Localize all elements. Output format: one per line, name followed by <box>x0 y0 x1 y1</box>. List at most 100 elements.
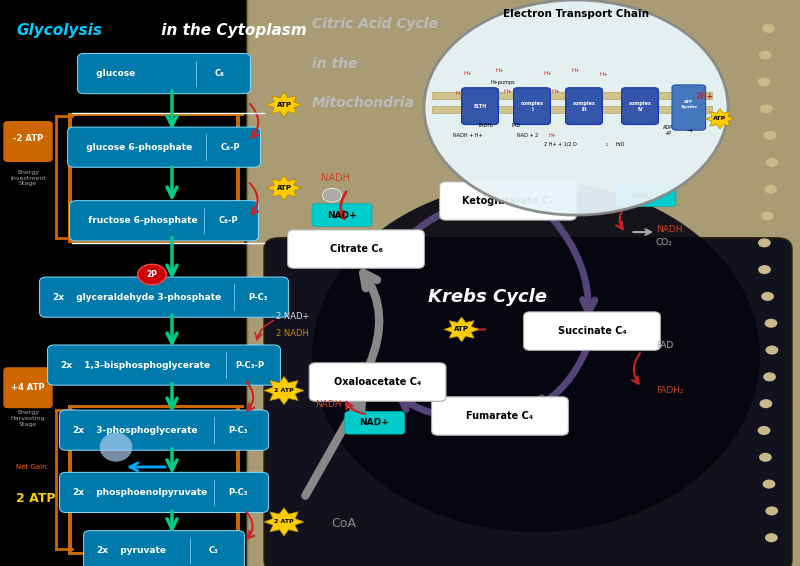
Text: C₆-P: C₆-P <box>220 143 240 152</box>
Circle shape <box>424 0 728 215</box>
FancyBboxPatch shape <box>432 397 568 435</box>
FancyBboxPatch shape <box>440 182 576 220</box>
Text: 2H+: 2H+ <box>695 92 713 101</box>
Text: pyruvate: pyruvate <box>114 546 166 555</box>
Text: H+: H+ <box>503 89 513 94</box>
FancyBboxPatch shape <box>68 405 244 408</box>
FancyBboxPatch shape <box>248 0 800 566</box>
Text: in the: in the <box>312 57 358 71</box>
FancyBboxPatch shape <box>462 88 498 125</box>
Text: fructose 6-phosphate: fructose 6-phosphate <box>82 216 198 225</box>
FancyBboxPatch shape <box>70 201 258 241</box>
FancyBboxPatch shape <box>68 113 244 116</box>
Text: ATP: ATP <box>454 327 469 332</box>
Text: Citric Acid Cycle: Citric Acid Cycle <box>312 17 438 31</box>
Polygon shape <box>264 376 304 405</box>
Text: 2 ATP: 2 ATP <box>16 492 55 505</box>
FancyBboxPatch shape <box>672 85 706 130</box>
Circle shape <box>759 399 772 408</box>
Circle shape <box>758 78 770 87</box>
Text: CoA: CoA <box>331 517 357 530</box>
Text: NADH + H+: NADH + H+ <box>453 134 483 138</box>
Circle shape <box>762 24 775 33</box>
Text: 2 ATP: 2 ATP <box>274 520 294 524</box>
Text: P-C₃-P: P-C₃-P <box>235 361 265 370</box>
FancyBboxPatch shape <box>236 405 240 555</box>
Text: 2x: 2x <box>53 293 64 302</box>
Text: 2 NADH: 2 NADH <box>276 329 309 338</box>
Text: CO₂: CO₂ <box>656 238 673 247</box>
Circle shape <box>763 131 776 140</box>
Text: 3-phosphoglycerate: 3-phosphoglycerate <box>90 426 198 435</box>
Text: 2x: 2x <box>96 546 108 555</box>
FancyBboxPatch shape <box>514 88 550 125</box>
Polygon shape <box>264 508 304 536</box>
Text: phosphoenolpyruvate: phosphoenolpyruvate <box>90 488 207 497</box>
Text: Oxaloacetate C₄: Oxaloacetate C₄ <box>334 377 422 387</box>
Text: Krebs Cycle: Krebs Cycle <box>429 288 547 306</box>
Circle shape <box>766 345 778 354</box>
FancyBboxPatch shape <box>432 92 712 99</box>
FancyBboxPatch shape <box>4 368 52 408</box>
FancyBboxPatch shape <box>236 113 240 243</box>
Polygon shape <box>266 175 302 200</box>
Text: 1,3-bisphosphoglycerate: 1,3-bisphosphoglycerate <box>78 361 210 370</box>
Text: complex
I: complex I <box>521 101 543 112</box>
Text: CO₂: CO₂ <box>528 147 552 159</box>
Text: 2x: 2x <box>60 361 72 370</box>
FancyBboxPatch shape <box>288 230 424 268</box>
Text: 2 H+ + 1/2 O: 2 H+ + 1/2 O <box>544 142 576 147</box>
Text: ATP: ATP <box>714 117 726 121</box>
Polygon shape <box>706 109 734 129</box>
Text: P-C₃: P-C₃ <box>248 293 268 302</box>
Circle shape <box>758 426 770 435</box>
FancyBboxPatch shape <box>309 363 446 401</box>
Ellipse shape <box>100 433 132 461</box>
Text: NADH: NADH <box>322 173 350 183</box>
Text: Electron Transport Chain: Electron Transport Chain <box>503 9 649 19</box>
FancyBboxPatch shape <box>78 53 250 93</box>
Text: H+: H+ <box>463 71 473 76</box>
FancyBboxPatch shape <box>622 88 658 125</box>
Text: Succinate C₄: Succinate C₄ <box>558 326 626 336</box>
Ellipse shape <box>312 181 760 532</box>
Text: H+: H+ <box>571 68 581 73</box>
Text: NAD+: NAD+ <box>359 418 390 427</box>
Text: NADH: NADH <box>314 400 342 409</box>
Text: Ketoglutarate C₅: Ketoglutarate C₅ <box>462 196 554 206</box>
Text: glucose 6-phosphate: glucose 6-phosphate <box>80 143 193 152</box>
FancyBboxPatch shape <box>59 472 269 513</box>
Text: H+: H+ <box>543 71 553 76</box>
Text: H+: H+ <box>548 134 556 138</box>
FancyBboxPatch shape <box>68 408 72 555</box>
Text: glyceraldehyde 3-phosphate: glyceraldehyde 3-phosphate <box>70 293 222 302</box>
Circle shape <box>762 479 775 488</box>
Text: NAD+: NAD+ <box>326 211 357 220</box>
Text: (waste): (waste) <box>523 160 557 169</box>
Text: ELTH: ELTH <box>474 104 486 109</box>
FancyBboxPatch shape <box>566 88 602 125</box>
Circle shape <box>758 50 771 59</box>
Text: FADH₂: FADH₂ <box>479 123 494 128</box>
FancyBboxPatch shape <box>68 116 72 243</box>
Text: Energy
Harvesting
Stage: Energy Harvesting Stage <box>11 410 45 427</box>
FancyBboxPatch shape <box>68 552 244 555</box>
FancyBboxPatch shape <box>432 106 712 113</box>
Text: FAD: FAD <box>656 341 674 350</box>
Text: H+pumps: H+pumps <box>490 80 514 84</box>
Text: ATP: ATP <box>277 102 291 108</box>
Text: 2 ATP: 2 ATP <box>274 388 294 393</box>
Text: complex
IV: complex IV <box>629 101 651 112</box>
Text: H₂O: H₂O <box>615 142 625 147</box>
Text: -2 ATP: -2 ATP <box>13 134 43 143</box>
FancyBboxPatch shape <box>616 184 676 207</box>
FancyBboxPatch shape <box>4 122 52 161</box>
Text: C₆: C₆ <box>215 69 225 78</box>
Text: 2 NAD+: 2 NAD+ <box>276 312 310 321</box>
Circle shape <box>758 265 771 274</box>
Text: complex
III: complex III <box>573 101 595 112</box>
Text: C₃: C₃ <box>209 546 219 555</box>
Circle shape <box>766 507 778 516</box>
Text: ATP
Synths: ATP Synths <box>680 100 698 109</box>
Circle shape <box>761 292 774 301</box>
